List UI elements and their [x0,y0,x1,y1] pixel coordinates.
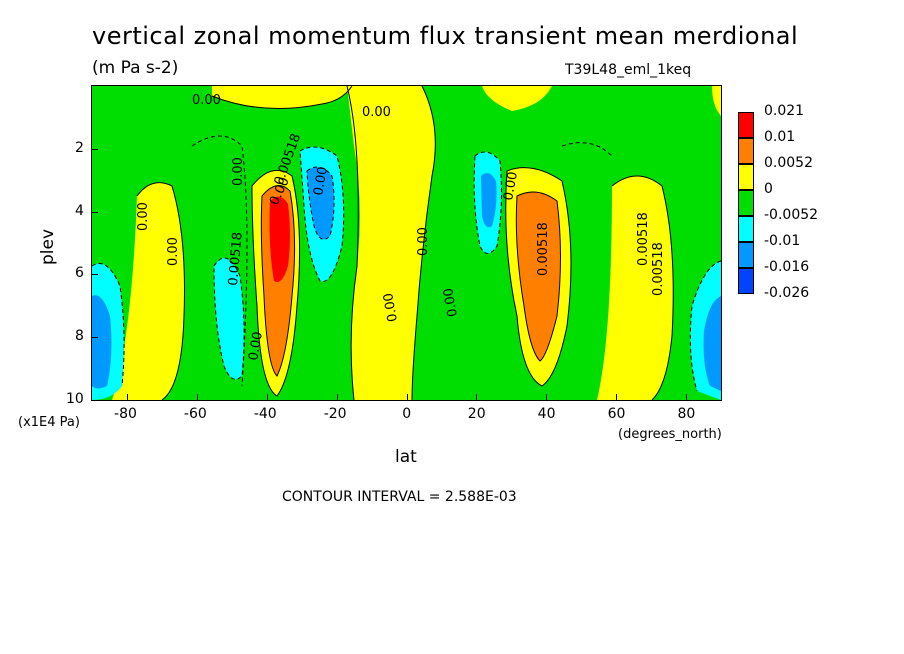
x-axis-label: lat [395,447,417,467]
y-tick-label: 4 [75,202,84,219]
x-tick-label: 0 [402,406,412,422]
upper-positive-edge [712,86,721,116]
legend-label: -0.0052 [764,207,819,223]
run-label: T39L48_eml_1keq [565,62,692,78]
x-tick-mark [616,394,618,400]
legend-label: 0 [764,181,773,197]
contour-labels: 0.00 0.00 0.00 0.00 0.00 0.00 0.00 0.00 0.00 0.00… [136,93,666,362]
contour-interval: CONTOUR INTERVAL = 2.588E-03 [282,489,517,505]
negative-contours [92,135,721,392]
legend-swatch [738,164,754,190]
y-tick-mark [92,274,98,276]
plot-area: 0.00 0.00 0.00 0.00 0.00 0.00 0.00 0.00 0.00 0.00… [92,86,721,400]
legend-label: 0.01 [764,129,796,145]
x-tick-label: -80 [114,406,137,422]
x-tick-mark [686,394,688,400]
contour-label: 0.00518 [226,231,246,286]
y-tick-mark [92,211,98,213]
legend-label: 0.021 [764,103,805,119]
southern-negative-core [307,167,335,240]
x-tick-label: 80 [677,406,696,422]
x-tick-label: -60 [183,406,207,422]
contour-plot: 0.00 0.00 0.00 0.00 0.00 0.00 0.00 0.00 0.00 0.00… [92,86,721,400]
contour-label: 0.00 [501,171,521,202]
contour-label: 0.00518 [636,212,651,266]
contour-label: 0.00 [192,93,221,108]
x-tick-mark [266,394,268,400]
equatorial-positive [347,86,436,400]
y-tick-mark [92,148,98,150]
x-tick-mark [126,394,128,400]
legend-swatch [738,216,754,242]
y-tick-mark [92,400,98,401]
legend-swatch [738,242,754,268]
x-tick-mark [546,394,548,400]
legend-swatch [738,112,754,138]
southern-weak-negative [214,258,245,380]
x-tick-mark [196,394,198,400]
contour-label: 0.00 [441,287,461,318]
y-tick-label: 6 [75,265,84,282]
legend-label: -0.01 [764,233,801,249]
y-tick-label: 8 [75,328,84,345]
x-tick-label: -20 [323,406,347,422]
contour-label: 0.00 [311,166,331,197]
south-polar-negative-core [92,295,112,389]
y-axis-label: plev [38,228,58,265]
southern-positive-core [269,196,290,282]
chart-units: (m Pa s-2) [92,58,179,78]
x-tick-mark [336,394,338,400]
northern-outer-positive [597,176,674,400]
legend-label: -0.016 [764,259,810,275]
chart-title: vertical zonal momentum flux transient m… [92,22,799,50]
x-axis-units: (degrees_north) [618,427,722,442]
x-tick-mark [406,394,408,400]
contour-label: 0.00 [136,202,151,231]
legend-swatch [738,190,754,216]
contour-label: 0.00 [416,227,431,256]
x-tick-label: 60 [607,406,626,422]
y-tick-label: 2 [75,139,84,156]
y-tick-mark [92,337,98,339]
y-tick-label: 10 [66,391,84,407]
x-tick-label: -40 [253,406,277,422]
northern-negative-core [481,172,497,228]
southern-outer-positive [112,182,185,400]
contour-label: 0.00 [362,105,391,120]
legend-label: 0.0052 [764,155,813,171]
contour-label: 0.00 [381,292,401,323]
contour-label: 0.00 [231,157,246,186]
contour-label: 0.00 [166,237,181,266]
contour-label: 0.00518 [536,222,551,276]
legend-swatch [738,138,754,164]
north-polar-negative-core [703,296,721,391]
northern-positive-core [516,192,561,361]
legend-label: -0.026 [764,285,810,301]
x-tick-label: 40 [537,406,556,422]
legend-swatch [738,268,754,294]
upper-positive-north [482,86,552,111]
x-tick-mark [476,394,478,400]
contour-label: 0.00 [246,331,266,362]
contour-lines [136,86,674,400]
contour-label: 0.00518 [651,242,666,296]
upper-positive-south [212,86,352,109]
y-axis-units: (x1E4 Pa) [18,415,80,430]
x-tick-label: 20 [467,406,486,422]
